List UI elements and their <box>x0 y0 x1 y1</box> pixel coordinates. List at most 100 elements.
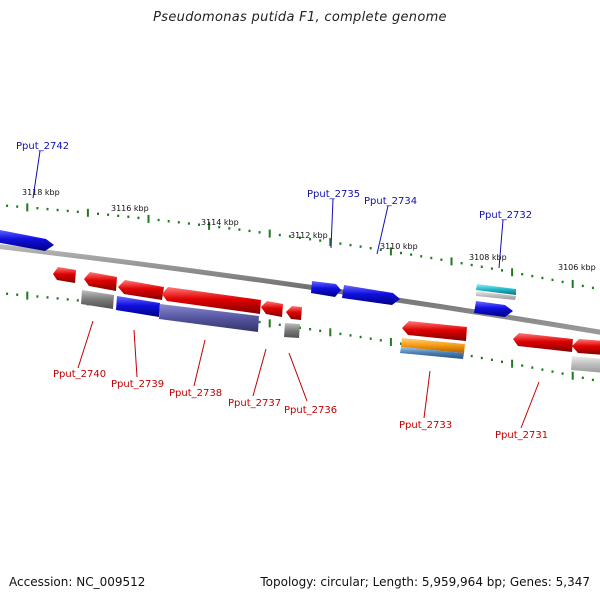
gene-arrow-pput-2738[interactable] <box>162 287 261 314</box>
gene-label-pput-2732[interactable]: Pput_2732 <box>479 210 532 221</box>
lower-ruler-major-tick <box>389 338 392 346</box>
feature-cyan-pput-2732[interactable] <box>476 284 516 295</box>
upper-ruler-minor-tick <box>248 229 251 233</box>
lower-ruler-minor-tick <box>359 335 362 339</box>
upper-ruler-minor-tick <box>299 236 301 239</box>
genome-summary-text: Topology: circular; Length: 5,959,964 bp… <box>260 575 590 589</box>
lower-ruler-minor-tick <box>581 376 584 379</box>
lower-ruler-minor-tick <box>299 326 301 329</box>
upper-ruler-major-tick <box>450 257 453 266</box>
gene-label-pput-2737[interactable]: Pput_2737 <box>228 398 281 409</box>
gene-arrow-pput-2740[interactable] <box>53 267 76 283</box>
upper-ruler-minor-tick <box>278 233 281 237</box>
upper-ruler-major-tick <box>389 247 392 256</box>
upper-ruler-minor-tick <box>349 243 352 247</box>
leader-line-pput-2734 <box>376 205 389 255</box>
upper-ruler-minor-tick <box>420 255 423 258</box>
upper-ruler-minor-tick <box>490 267 493 270</box>
upper-ruler-minor-tick <box>6 204 9 207</box>
leader-line-pput-2733 <box>423 370 431 419</box>
upper-ruler-minor-tick <box>460 262 463 265</box>
upper-ruler-major-tick <box>329 238 332 247</box>
feature-steel-pput-2733[interactable] <box>400 347 464 359</box>
lower-ruler-minor-tick <box>490 358 493 361</box>
lower-ruler-major-tick <box>511 359 514 368</box>
lower-ruler-minor-tick <box>6 292 9 295</box>
gene-label-pput-2733[interactable]: Pput_2733 <box>399 420 452 431</box>
feature-gray-pput-2740[interactable] <box>81 290 114 309</box>
upper-ruler-minor-tick <box>379 248 382 251</box>
gene-arrow-pput-2742[interactable] <box>0 229 54 251</box>
gene-arrow-pput-2735[interactable] <box>311 281 341 297</box>
lower-ruler-minor-tick <box>379 339 382 342</box>
lower-ruler-minor-tick <box>480 356 483 360</box>
gene-label-pput-2738[interactable]: Pput_2738 <box>169 388 222 399</box>
gene-arrow-pput-2731-b[interactable] <box>572 339 600 355</box>
upper-ruler-major-tick <box>571 279 574 288</box>
upper-ruler-minor-tick <box>137 216 140 220</box>
genome-backbone <box>0 244 600 335</box>
lower-ruler-minor-tick <box>16 293 19 296</box>
upper-ruler-minor-tick <box>339 242 342 245</box>
upper-ruler-minor-tick <box>470 263 473 267</box>
lower-ruler-minor-tick <box>76 299 79 302</box>
upper-ruler-minor-tick <box>187 222 190 225</box>
feature-slate-pput-2738[interactable] <box>159 304 259 332</box>
gene-label-pput-2735[interactable]: Pput_2735 <box>307 189 360 200</box>
lower-ruler-minor-tick <box>278 323 281 326</box>
upper-ruler-minor-tick <box>177 221 180 224</box>
scale-label-3112: 3112 kbp <box>290 231 328 240</box>
upper-ruler-major-tick <box>86 208 89 217</box>
gene-arrow-pput-2731[interactable] <box>513 333 573 352</box>
upper-ruler-minor-tick <box>531 274 534 278</box>
upper-ruler-minor-tick <box>521 273 524 276</box>
upper-ruler-minor-tick <box>541 276 544 280</box>
gene-arrow-pput-2739[interactable] <box>118 280 164 300</box>
lower-ruler-major-tick <box>329 328 332 337</box>
gene-label-pput-2734[interactable]: Pput_2734 <box>364 196 417 207</box>
upper-ruler-minor-tick <box>66 209 69 213</box>
feature-lightgray-pput-2731[interactable] <box>571 356 600 373</box>
feature-blue-pput-2739[interactable] <box>116 296 160 317</box>
leader-line-pput-2736 <box>288 352 308 402</box>
leader-line-pput-2742 <box>32 150 41 199</box>
gene-arrow-pput-2740-b[interactable] <box>84 272 117 291</box>
lower-ruler-minor-tick <box>551 370 554 373</box>
upper-ruler-minor-tick <box>167 220 170 223</box>
upper-ruler-minor-tick <box>440 258 443 261</box>
lower-ruler-minor-tick <box>521 364 524 367</box>
upper-ruler-minor-tick <box>117 214 120 217</box>
feature-orange-pput-2733[interactable] <box>401 338 465 353</box>
gene-label-pput-2740[interactable]: Pput_2740 <box>53 369 106 380</box>
gene-arrow-pput-2734[interactable] <box>342 285 400 305</box>
upper-ruler-minor-tick <box>46 207 49 211</box>
gene-arrow-pput-2736[interactable] <box>286 306 302 320</box>
gene-arrow-pput-2732[interactable] <box>474 301 513 317</box>
upper-ruler-minor-tick <box>319 239 322 242</box>
lower-ruler-minor-tick <box>319 329 322 332</box>
gene-arrow-pput-2737[interactable] <box>261 301 283 317</box>
scale-label-3118: 3118 kbp <box>22 188 60 197</box>
upper-ruler-minor-tick <box>288 235 291 238</box>
lower-ruler-minor-tick <box>541 368 544 371</box>
map-title: Pseudomonas putida F1, complete genome <box>153 10 447 25</box>
upper-ruler-major-tick <box>511 268 514 277</box>
lower-ruler-minor-tick <box>46 296 49 299</box>
feature-gray-pput-2732[interactable] <box>476 291 516 300</box>
upper-ruler-minor-tick <box>258 231 261 234</box>
gene-label-pput-2731[interactable]: Pput_2731 <box>495 430 548 441</box>
upper-ruler-minor-tick <box>369 247 372 250</box>
leader-line-pput-2738 <box>193 339 206 387</box>
upper-ruler-major-tick <box>147 214 150 223</box>
upper-ruler-major-tick <box>268 229 271 238</box>
gene-arrow-pput-2733[interactable] <box>402 321 467 341</box>
upper-ruler-minor-tick <box>97 212 99 215</box>
leader-line-pput-2731 <box>520 381 540 429</box>
feature-gray-pput-2736[interactable] <box>284 323 300 338</box>
gene-label-pput-2742[interactable]: Pput_2742 <box>16 141 69 152</box>
gene-label-pput-2739[interactable]: Pput_2739 <box>111 379 164 390</box>
lower-ruler-minor-tick <box>561 372 564 375</box>
upper-ruler-minor-tick <box>400 251 402 255</box>
lower-ruler-minor-tick <box>66 298 69 301</box>
gene-label-pput-2736[interactable]: Pput_2736 <box>284 405 337 416</box>
